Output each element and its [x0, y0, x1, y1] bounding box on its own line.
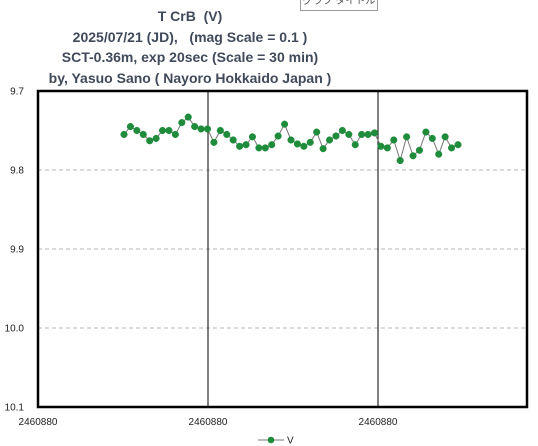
plot-area-border: [36, 89, 529, 409]
data-point: [306, 138, 314, 146]
data-point: [165, 126, 173, 135]
data-point: [248, 133, 257, 141]
y-tick-label: 9.8: [10, 166, 24, 177]
data-point: [261, 144, 269, 152]
data-point: [409, 152, 417, 160]
data-point: [178, 119, 186, 127]
title-line-3: SCT-0.36m, exp 20sec (Scale = 30 min): [61, 49, 319, 65]
x-tick-label: 2460880: [19, 417, 58, 428]
data-point: [377, 142, 385, 150]
data-point: [229, 136, 237, 144]
data-point: [345, 130, 353, 138]
data-point: [403, 133, 411, 141]
title-line-1: T CrB (V): [157, 8, 223, 24]
title-line-2: 2025/07/21 (JD), (mag Scale = 0.1 ): [72, 28, 308, 45]
y-tick-label: 9.7: [10, 87, 24, 98]
data-point: [313, 128, 321, 136]
data-point: [210, 138, 218, 146]
data-point: [435, 150, 443, 158]
title-line-4: by, Yasuo Sano ( Nayoro Hokkaido Japan ): [48, 69, 332, 86]
data-point: [428, 134, 436, 142]
data-point: [152, 134, 160, 142]
chart-title: T CrB (V) 2025/07/21 (JD), (mag Scale = …: [0, 6, 380, 88]
data-point: [223, 130, 231, 138]
y-tick-label: 9.9: [10, 245, 24, 256]
data-point: [216, 126, 224, 135]
data-point: [448, 144, 456, 152]
x-tick-label: 2460880: [189, 417, 228, 428]
data-point: [139, 130, 147, 138]
data-point: [390, 136, 398, 144]
data-point: [338, 126, 346, 135]
data-point: [293, 140, 301, 148]
data-point: [415, 146, 424, 154]
legend-marker: [267, 436, 275, 444]
data-point: [383, 144, 391, 152]
data-point: [454, 141, 462, 149]
legend-label: V: [287, 436, 294, 446]
data-point: [126, 123, 134, 131]
data-point: [287, 136, 295, 144]
data-point: [146, 137, 154, 145]
data-point: [358, 130, 366, 138]
x-tick-label: 2460880: [359, 417, 398, 428]
data-point: [370, 129, 379, 137]
data-point: [203, 125, 212, 133]
data-point: [441, 133, 449, 141]
chart-title-placeholder-label[interactable]: グラフ タイトル: [300, 0, 378, 11]
data-point: [332, 132, 340, 140]
data-point: [300, 142, 308, 150]
data-point: [351, 141, 359, 149]
data-point: [158, 126, 167, 135]
data-point: [236, 142, 244, 150]
data-point: [422, 128, 430, 136]
data-point: [171, 130, 179, 138]
data-point: [255, 144, 263, 152]
data-point: [268, 141, 276, 149]
data-point: [242, 141, 250, 149]
data-point: [396, 156, 404, 165]
y-tick-label: 10.0: [5, 324, 25, 335]
data-point: [325, 136, 334, 144]
data-point: [319, 145, 327, 153]
data-point: [197, 125, 205, 133]
data-point: [184, 113, 192, 121]
data-point: [191, 123, 199, 131]
data-point: [274, 132, 282, 140]
data-point: [120, 130, 128, 138]
data-point: [281, 120, 289, 128]
y-tick-label: 10.1: [5, 403, 25, 414]
data-point: [364, 130, 372, 138]
data-point: [133, 126, 141, 135]
